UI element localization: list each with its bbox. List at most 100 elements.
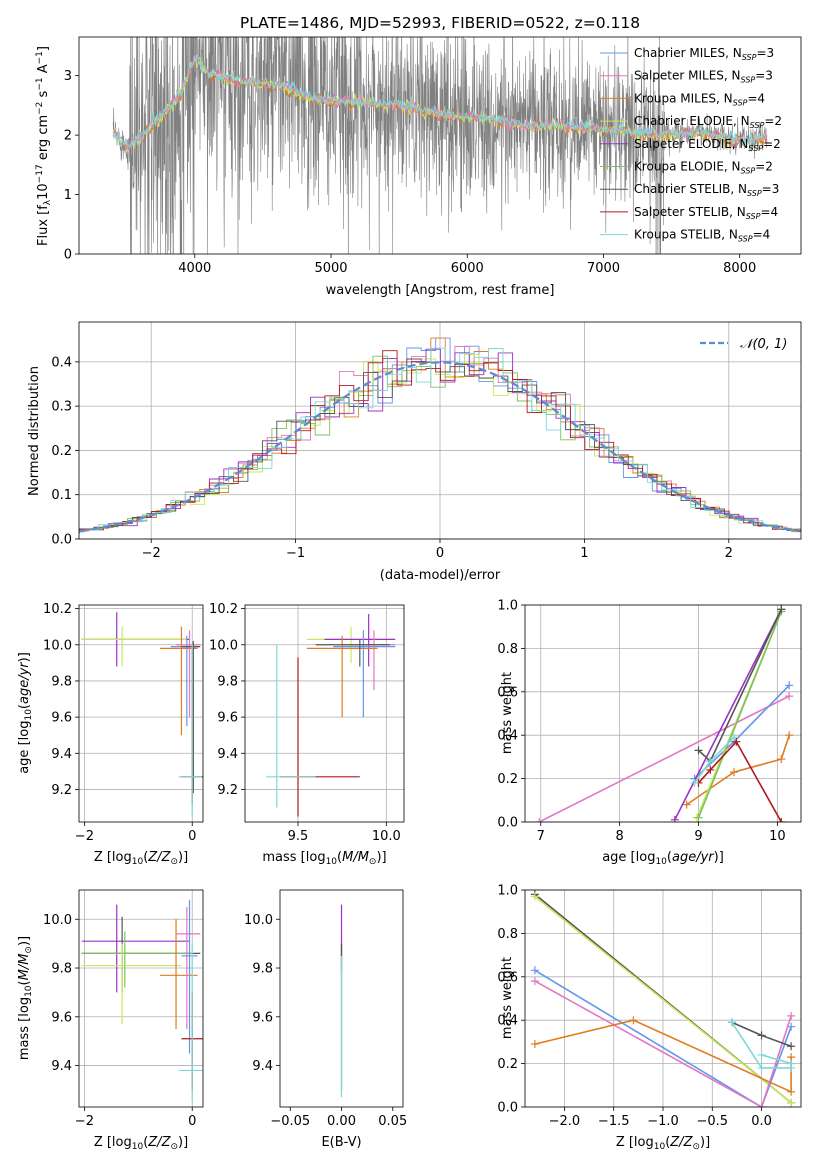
legend-sub: SSP	[738, 235, 753, 244]
label-part: age/yr	[17, 661, 32, 704]
legend-text: Kroupa ELODIE, N	[634, 160, 741, 174]
legend-text: =3	[755, 69, 773, 83]
weight_vs_age-ylabel: mass weight	[500, 672, 515, 754]
x-tick-label: −1.5	[598, 1114, 630, 1129]
x-tick-label: 8	[615, 829, 623, 844]
weight-line-kroupa_elodie	[697, 611, 783, 818]
weight-marker-chabrier_miles	[785, 681, 794, 690]
x-tick-label: 7000	[587, 261, 620, 276]
legend-label: Kroupa MILES, NSSP=4	[634, 91, 765, 107]
x-tick-label: 0	[188, 829, 196, 844]
label-part: ⊙	[170, 1142, 178, 1152]
y-tick-label: 9.8	[252, 962, 273, 977]
label-part: (	[143, 850, 148, 865]
legend-sub: SSP	[746, 212, 761, 221]
age_vs_Z-ylabel: age [log10(age/yr)]	[17, 652, 34, 774]
legend-text: =3	[756, 46, 774, 60]
y-tick-label: 0.0	[497, 1101, 518, 1116]
weight_vs_Z-ylabel: mass weight	[500, 957, 515, 1039]
label-part: ⊙	[170, 857, 178, 867]
weight-marker-chabrier_elodie	[530, 892, 539, 901]
x-tick-label: −0.05	[270, 1114, 310, 1129]
weight-marker-chabrier_stelib	[777, 605, 786, 614]
x-tick-label: −0.5	[696, 1114, 728, 1129]
x-tick-label: −2.0	[549, 1114, 581, 1129]
label-part: mass [log	[17, 997, 32, 1060]
label-part: )]	[17, 936, 32, 946]
y-tick-label: 10.0	[244, 913, 273, 928]
y-tick-label: 0.8	[497, 642, 518, 657]
legend-text: Kroupa STELIB, N	[634, 228, 738, 242]
weight-marker-kroupa_miles	[729, 768, 738, 777]
label-part: E(B-V)	[321, 1135, 361, 1150]
weight-marker-kroupa_miles	[787, 1087, 796, 1096]
hist-step-kroupa_stelib	[79, 347, 801, 533]
label-part: )]	[376, 850, 386, 865]
y-tick-label: 1.0	[497, 599, 518, 614]
label-part: age [log	[602, 850, 655, 865]
weight-marker-kroupa_miles	[785, 731, 794, 740]
y-tick-label: 9.6	[217, 711, 238, 726]
axes-frame	[78, 36, 802, 255]
label-part: −17	[35, 164, 45, 183]
mass_vs_ebv-xlabel: E(B-V)	[321, 1135, 361, 1150]
y-tick-label: 0.6	[497, 970, 518, 985]
label-part: Z [log	[94, 850, 132, 865]
weight-marker-kroupa_stelib	[690, 778, 699, 787]
axes-frame	[524, 889, 802, 1108]
label-part: age [log	[17, 721, 32, 774]
y-tick-label: 9.8	[51, 962, 72, 977]
legend-text: =2	[763, 137, 781, 151]
label-part: 10	[24, 985, 34, 997]
weight-marker-salpeter_elodie	[670, 815, 679, 822]
legend-sub: SSP	[750, 121, 765, 130]
legend-text: Salpeter ELODIE, N	[634, 137, 748, 151]
label-part: Flux [f	[36, 205, 51, 246]
label-part: M/M	[17, 954, 32, 981]
x-tick-label: 0.00	[327, 1114, 356, 1129]
legend-label: Salpeter ELODIE, NSSP=2	[634, 137, 781, 153]
label-part: )]	[17, 652, 32, 662]
axes-frame	[524, 604, 802, 823]
legend-text: Chabrier ELODIE, N	[634, 114, 750, 128]
y-tick-label: 9.2	[51, 783, 72, 798]
weight-marker-chabrier_miles	[787, 1022, 796, 1031]
label-part: s	[36, 90, 51, 101]
axes-weight_vs_Z: −2.0 −1.5 −1.0 −0.5 0.0 0.0 0.2 0.4 0.6 0.8 1.0	[497, 884, 802, 1129]
y-tick-label: 9.2	[217, 783, 238, 798]
legend-text: =4	[753, 228, 771, 242]
weight-marker-kroupa_miles	[777, 755, 786, 764]
x-tick-label: 10	[769, 829, 786, 844]
legend-text: Chabrier STELIB, N	[634, 182, 747, 196]
age_vs_mass-xlabel: mass [log10(M/M⊙)]	[262, 850, 386, 867]
label-part: 10	[132, 857, 144, 867]
x-tick-label: 9	[694, 829, 702, 844]
weight-marker-kroupa_elodie	[694, 813, 703, 822]
legend-label: Kroupa ELODIE, NSSP=2	[634, 160, 773, 176]
y-tick-label: 10.0	[43, 913, 72, 928]
y-tick-label: 0.3	[51, 400, 72, 415]
axes-frame	[78, 889, 204, 1108]
axes-frame	[279, 889, 404, 1108]
label-part: 10	[655, 857, 667, 867]
label-part: −2	[35, 102, 45, 115]
y-tick-label: 0.4	[497, 729, 518, 744]
weight-line-chabrier_elodie	[534, 895, 792, 1104]
plot-area-weight_vs_age	[535, 605, 794, 822]
weight-line-kroupa_miles	[534, 1019, 792, 1094]
x-tick-label: 5000	[314, 261, 347, 276]
weight-marker-kroupa_stelib	[728, 1018, 736, 1027]
legend-text: Chabrier MILES, N	[634, 46, 742, 60]
axes-age_vs_mass: 9.5 10.0 9.2 9.4 9.6 9.8 10.0 10.2	[209, 602, 405, 844]
legend-text: Kroupa MILES, N	[634, 91, 733, 105]
figure-title: PLATE=1486, MJD=52993, FIBERID=0522, z=0…	[240, 14, 640, 32]
legend-normal-label: 𝒩(0, 1)	[740, 337, 787, 352]
plot-area-age_vs_Z	[81, 612, 203, 817]
weight-marker-salpeter_stelib	[732, 737, 741, 746]
y-tick-label: 0	[64, 248, 72, 263]
weight-marker-kroupa_stelib	[729, 733, 738, 742]
weight-marker-chabrier_stelib	[787, 1042, 796, 1051]
y-tick-label: 1.0	[497, 884, 518, 899]
y-tick-label: 2	[64, 129, 72, 144]
y-tick-label: 9.6	[51, 1010, 72, 1025]
